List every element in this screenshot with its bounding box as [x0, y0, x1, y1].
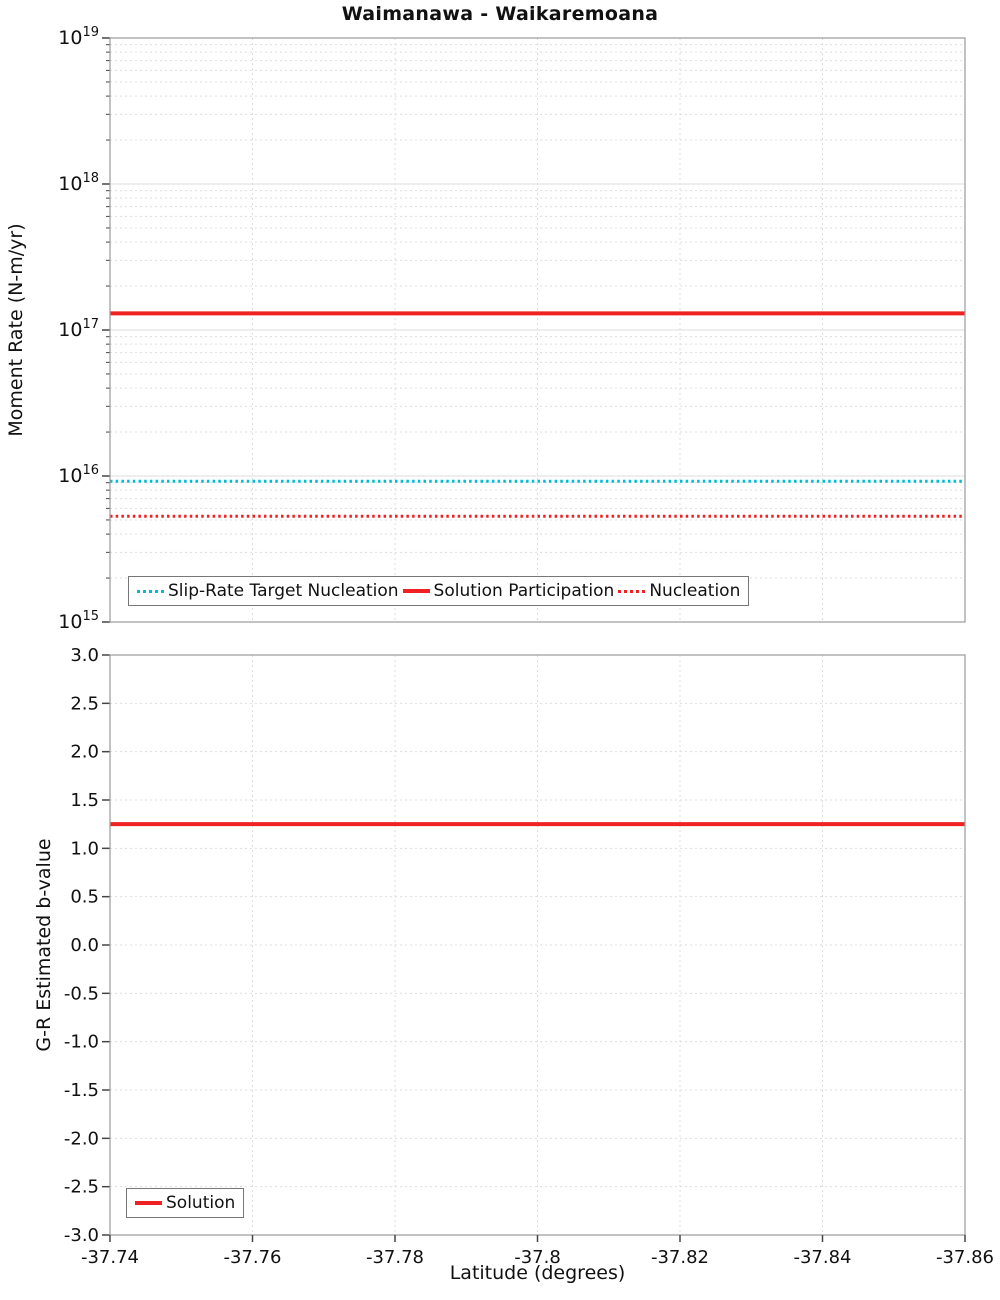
svg-text:1019: 1019 [58, 25, 99, 49]
svg-text:0.5: 0.5 [70, 887, 99, 908]
legend-item-nucleation: Nucleation [618, 581, 740, 601]
legend-item-slip-rate-target: Slip-Rate Target Nucleation [137, 581, 399, 601]
svg-text:1015: 1015 [58, 609, 99, 633]
svg-text:-37.74: -37.74 [81, 1247, 139, 1268]
svg-text:1.0: 1.0 [70, 838, 99, 859]
chart-title: Waimanawa - Waikaremoana [341, 3, 659, 25]
svg-text:-2.5: -2.5 [64, 1177, 99, 1198]
svg-text:-37.78: -37.78 [366, 1247, 424, 1268]
svg-text:-1.5: -1.5 [64, 1080, 99, 1101]
svg-text:-37.84: -37.84 [793, 1247, 851, 1268]
legend-label: Nucleation [649, 581, 741, 601]
legend-label: Slip-Rate Target Nucleation [168, 581, 399, 601]
svg-text:-2.0: -2.0 [64, 1128, 99, 1149]
svg-text:-3.0: -3.0 [64, 1225, 99, 1246]
legend-line-sample-red-dotted [618, 589, 646, 593]
svg-text:1016: 1016 [58, 463, 99, 487]
svg-text:-37.82: -37.82 [651, 1247, 709, 1268]
legend-top-plot: Slip-Rate Target Nucleation Solution Par… [128, 576, 750, 606]
legend-item-solution-participation: Solution Participation [402, 581, 615, 601]
legend-line-sample-red-solid [135, 1201, 162, 1205]
svg-text:0.0: 0.0 [70, 935, 99, 956]
svg-text:-0.5: -0.5 [64, 983, 99, 1004]
legend-item-solution: Solution [135, 1193, 235, 1213]
x-axis-label-latitude: Latitude (degrees) [449, 1262, 626, 1284]
legend-line-sample-cyan-dotted [137, 589, 164, 593]
svg-text:1017: 1017 [58, 317, 99, 341]
svg-text:-37.8: -37.8 [514, 1247, 561, 1268]
y-axis-label-moment-rate: Moment Rate (N-m/yr) [5, 223, 27, 437]
svg-text:3.0: 3.0 [70, 645, 99, 666]
svg-text:2.0: 2.0 [70, 742, 99, 763]
svg-text:-37.86: -37.86 [936, 1247, 994, 1268]
svg-text:1.5: 1.5 [70, 790, 99, 811]
svg-text:2.5: 2.5 [70, 693, 99, 714]
legend-label: Solution Participation [433, 581, 615, 601]
svg-text:-37.76: -37.76 [223, 1247, 281, 1268]
svg-text:1018: 1018 [58, 171, 99, 195]
svg-text:-1.0: -1.0 [64, 1032, 99, 1053]
y-axis-label-b-value: G-R Estimated b-value [33, 838, 55, 1052]
legend-label: Solution [166, 1193, 236, 1213]
legend-line-sample-red-solid [402, 589, 430, 593]
legend-bottom-plot: Solution [126, 1188, 245, 1218]
